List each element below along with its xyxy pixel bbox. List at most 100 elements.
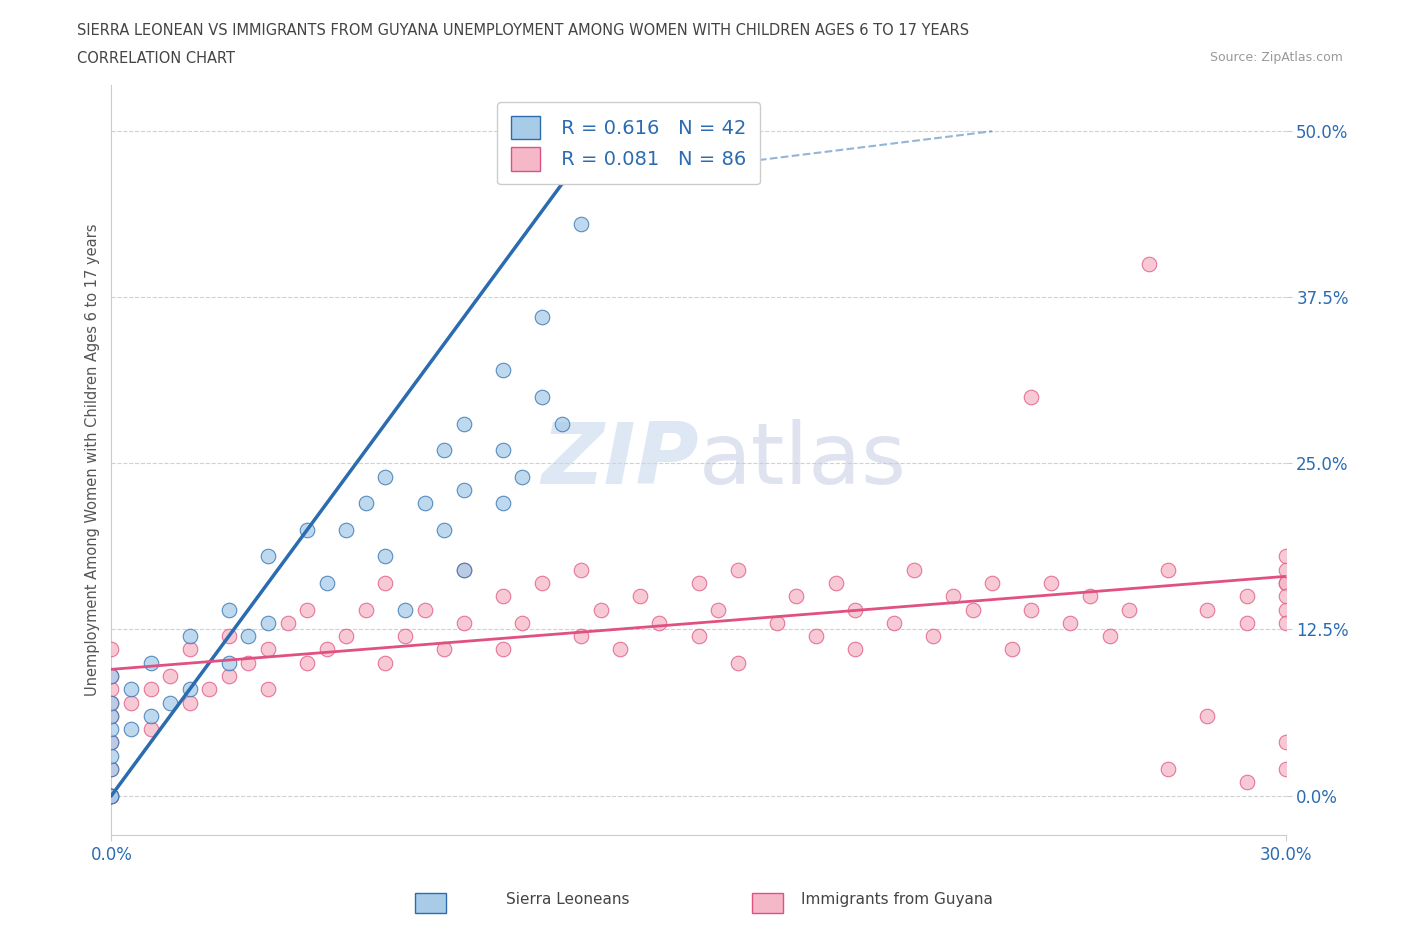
Point <box>100 709 122 724</box>
Point <box>100 762 122 777</box>
Point <box>648 616 671 631</box>
Point <box>100 709 122 724</box>
Point <box>492 363 515 378</box>
Point <box>453 563 475 578</box>
Point <box>1197 602 1219 617</box>
Point <box>179 682 201 697</box>
Y-axis label: Unemployment Among Women with Children Ages 6 to 17 years: Unemployment Among Women with Children A… <box>86 224 100 697</box>
Point <box>257 549 280 564</box>
Point <box>218 602 240 617</box>
Point <box>218 669 240 684</box>
Point <box>824 576 846 591</box>
Point <box>120 695 142 710</box>
Point <box>179 629 201 644</box>
Point <box>1274 735 1296 750</box>
Point <box>100 669 122 684</box>
Point <box>1197 709 1219 724</box>
Point <box>374 576 396 591</box>
Point <box>569 629 592 644</box>
Point <box>1137 257 1160 272</box>
Point <box>433 443 456 458</box>
Point <box>257 616 280 631</box>
Point <box>492 589 515 604</box>
Point <box>100 788 122 803</box>
Point <box>257 682 280 697</box>
Point <box>159 695 181 710</box>
Point <box>100 695 122 710</box>
Point <box>1021 390 1043 405</box>
Point <box>218 629 240 644</box>
Point <box>922 629 945 644</box>
Point <box>569 563 592 578</box>
Point <box>1274 549 1296 564</box>
Point <box>159 669 181 684</box>
Point <box>512 470 534 485</box>
Point <box>100 682 122 697</box>
Point <box>1274 616 1296 631</box>
Point <box>804 629 827 644</box>
Point <box>394 629 416 644</box>
Point <box>589 602 612 617</box>
Point <box>374 549 396 564</box>
Point <box>218 656 240 671</box>
Point <box>1274 762 1296 777</box>
Point <box>315 576 337 591</box>
Point <box>903 563 925 578</box>
Point <box>120 722 142 737</box>
Point <box>1118 602 1140 617</box>
Point <box>1001 642 1024 657</box>
Point <box>139 709 162 724</box>
Point <box>1274 576 1296 591</box>
Point <box>374 470 396 485</box>
Text: CORRELATION CHART: CORRELATION CHART <box>77 51 235 66</box>
Point <box>550 416 572 431</box>
Point <box>1157 762 1180 777</box>
Text: Immigrants from Guyana: Immigrants from Guyana <box>801 892 993 907</box>
Point <box>179 642 201 657</box>
Point <box>139 722 162 737</box>
Point <box>295 602 318 617</box>
Point <box>277 616 299 631</box>
Point <box>238 656 260 671</box>
Point <box>628 589 651 604</box>
Point <box>354 602 377 617</box>
Text: atlas: atlas <box>699 418 907 501</box>
Point <box>335 629 357 644</box>
Point <box>1274 602 1296 617</box>
Point <box>100 735 122 750</box>
Point <box>100 669 122 684</box>
Point <box>315 642 337 657</box>
Point <box>1236 589 1258 604</box>
Point <box>1274 589 1296 604</box>
Point <box>100 788 122 803</box>
Point <box>609 642 631 657</box>
Point <box>1059 616 1081 631</box>
Point <box>688 629 710 644</box>
Point <box>727 563 749 578</box>
Point <box>100 788 122 803</box>
Point <box>1039 576 1062 591</box>
Point <box>179 695 201 710</box>
Point <box>1236 616 1258 631</box>
Point <box>688 576 710 591</box>
Text: Source: ZipAtlas.com: Source: ZipAtlas.com <box>1209 51 1343 64</box>
Point <box>335 523 357 538</box>
Point <box>100 749 122 764</box>
Point <box>238 629 260 644</box>
Point <box>1274 576 1296 591</box>
Point <box>1274 563 1296 578</box>
Text: ZIP: ZIP <box>541 418 699 501</box>
Point <box>433 523 456 538</box>
Point <box>530 390 553 405</box>
Point <box>413 602 436 617</box>
Point <box>883 616 905 631</box>
Point <box>453 563 475 578</box>
Point <box>295 656 318 671</box>
Point <box>100 642 122 657</box>
Point <box>1236 775 1258 790</box>
Point <box>453 483 475 498</box>
Point <box>766 616 789 631</box>
Point <box>962 602 984 617</box>
Point <box>942 589 965 604</box>
Point <box>100 735 122 750</box>
